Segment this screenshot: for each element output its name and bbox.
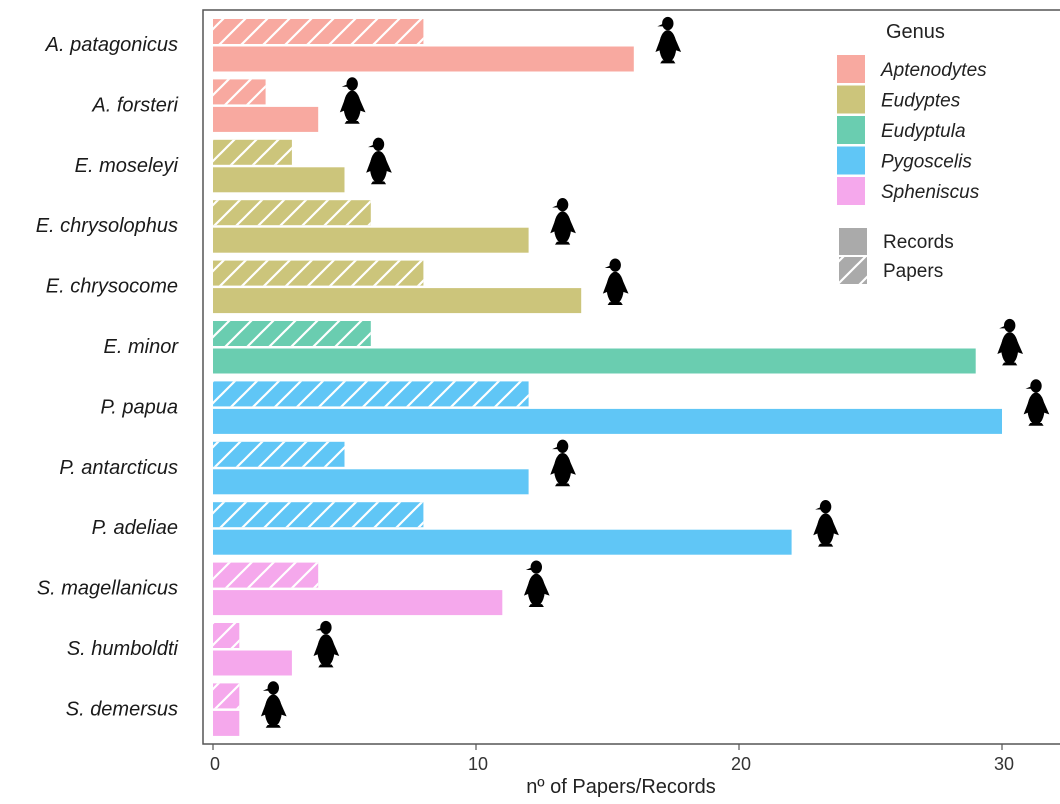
x-tick-label-3: 20	[731, 754, 751, 774]
category-label-6: E. minor	[104, 336, 180, 358]
category-label-10: S. magellanicus	[37, 578, 178, 600]
legend-title: Genus	[886, 21, 945, 43]
bar-papers-3	[213, 139, 292, 165]
bar-records-1	[213, 46, 634, 72]
bar-papers-4	[213, 200, 371, 226]
x-axis-title: nº of Papers/Records	[526, 776, 716, 798]
bar-records-3	[213, 167, 345, 193]
legend-type-items: Records Papers	[839, 228, 954, 284]
category-label-2: A. forsteri	[91, 94, 178, 116]
legend-type-records: Records	[839, 228, 954, 255]
bar-records-7	[213, 408, 1002, 434]
legend-type-swatch	[839, 228, 867, 255]
bar-records-11	[213, 650, 292, 676]
legend-item-eudyptes: Eudyptes	[837, 85, 961, 114]
bar-papers-2	[213, 79, 266, 105]
category-label-1: A. patagonicus	[45, 34, 178, 56]
legend-item-pygoscelis: Pygoscelis	[837, 146, 972, 175]
legend-label: Pygoscelis	[881, 152, 972, 173]
category-label-8: P. antarcticus	[59, 457, 178, 479]
legend-label: Eudyptes	[881, 91, 961, 112]
legend-swatch	[837, 55, 865, 83]
category-label-7: P. papua	[101, 396, 179, 418]
bar-records-5	[213, 288, 582, 314]
legend-type-papers: Papers	[839, 257, 943, 284]
legend-label: Aptenodytes	[880, 60, 987, 81]
bar-records-2	[213, 106, 319, 132]
bars-layer	[213, 19, 1002, 736]
legend-swatch	[837, 85, 865, 114]
bar-papers-7	[213, 381, 529, 407]
x-axis-ticks: 0 10 20 30	[210, 744, 1014, 774]
legend-type-label: Records	[883, 232, 954, 253]
legend: Genus Aptenodytes Eudyptes Eudyptula Pygosc…	[837, 21, 987, 284]
category-label-12: S. demersus	[66, 698, 178, 720]
plot-frame	[202, 9, 1060, 745]
legend-item-spheniscus: Spheniscus	[837, 177, 980, 205]
category-label-11: S. humboldti	[67, 638, 179, 660]
bar-records-9	[213, 529, 792, 555]
bar-papers-9	[213, 502, 424, 528]
bar-records-6	[213, 348, 976, 374]
x-tick-label-1: 0	[210, 754, 220, 774]
bar-papers-10	[213, 562, 319, 588]
legend-swatch	[837, 116, 865, 144]
category-labels: A. patagonicus A. forsteri E. moseleyi E. c…	[36, 34, 180, 720]
category-label-9: P. adeliae	[92, 517, 178, 539]
x-tick-label-2: 10	[468, 754, 488, 774]
bar-papers-8	[213, 441, 345, 467]
legend-label: Spheniscus	[881, 182, 980, 203]
legend-swatch	[837, 177, 865, 205]
bar-records-12	[213, 710, 240, 736]
bar-records-8	[213, 469, 529, 495]
bar-papers-11	[213, 623, 240, 648]
category-label-3: E. moseleyi	[75, 155, 179, 177]
legend-label: Eudyptula	[881, 121, 966, 142]
legend-swatch	[837, 146, 865, 175]
bar-papers-6	[213, 321, 371, 346]
legend-genus-items: Aptenodytes Eudyptes Eudyptula Pygoscelis Sp…	[837, 55, 987, 205]
bar-papers-12	[213, 683, 240, 709]
x-tick-label-4: 30	[994, 754, 1014, 774]
bar-papers-1	[213, 19, 424, 44]
bar-records-10	[213, 590, 503, 616]
bar-papers-5	[213, 260, 424, 286]
legend-item-eudyptula: Eudyptula	[837, 116, 966, 144]
bar-records-4	[213, 227, 529, 253]
legend-type-label: Papers	[883, 261, 943, 282]
category-label-5: E. chrysocome	[46, 276, 178, 298]
legend-item-aptenodytes: Aptenodytes	[837, 55, 987, 83]
category-label-4: E. chrysolophus	[36, 215, 178, 237]
